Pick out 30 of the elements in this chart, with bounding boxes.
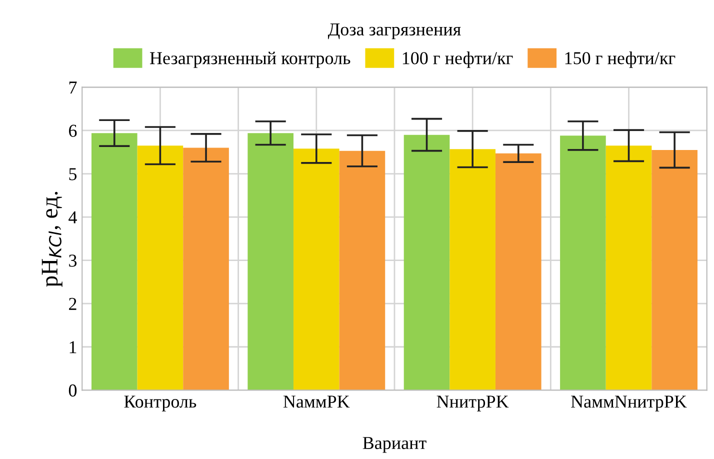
y-tick-label: 3 <box>69 254 77 267</box>
bar <box>652 150 698 390</box>
x-tick-label: Контроль <box>124 396 196 412</box>
bar <box>248 133 294 390</box>
y-tick-label: 6 <box>68 124 77 137</box>
bar <box>450 149 496 390</box>
bar <box>183 148 229 390</box>
bar <box>495 153 542 390</box>
x-axis-title: Вариант <box>362 437 426 453</box>
y-tick-label: 0 <box>68 384 77 397</box>
bar <box>560 136 606 390</box>
y-axis-title: pH$_{KCl}$, ед. <box>42 192 62 287</box>
y-tick-label: 4 <box>68 211 77 224</box>
bar <box>137 146 184 390</box>
legend-title: Доза загрязнения <box>328 24 461 40</box>
y-tick-label: 1 <box>70 341 76 354</box>
y-tick-label: 7 <box>69 82 77 94</box>
x-tick-label: NнитрPK <box>436 396 509 412</box>
x-tick-label: NаммPK <box>283 396 350 408</box>
x-tick-label: NаммNнитрPK <box>571 396 687 412</box>
y-tick-label: 5 <box>69 168 77 180</box>
legend-label: Незагрязненный контроль <box>150 52 350 68</box>
bar <box>606 146 652 390</box>
y-tick-label: 2 <box>69 298 76 310</box>
bar <box>91 133 138 390</box>
bar <box>293 148 340 390</box>
legend-label: 100 г нефти/кг <box>402 52 513 68</box>
bar <box>339 150 386 390</box>
legend-label: 150 г нефти/кг <box>565 52 676 68</box>
bar <box>404 134 450 390</box>
